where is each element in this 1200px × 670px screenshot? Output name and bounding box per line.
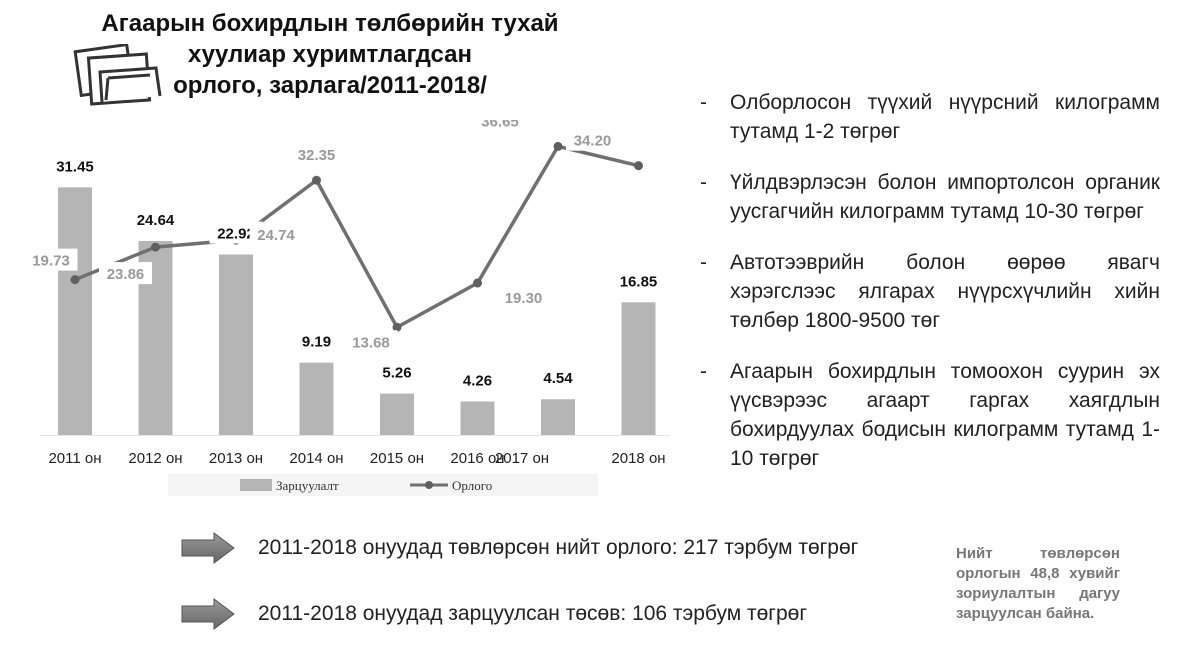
bullet-item: - Автотээврийн болон өөрөө явагч хэрэгслэ…: [700, 248, 1160, 335]
summary-spent-text: 2011-2018 онуудад зарцуулсан төсөв: 106 …: [258, 602, 807, 625]
bar-data-label: 5.26: [382, 365, 411, 382]
bullet-dash: -: [700, 360, 707, 383]
arrow-right-icon: [181, 532, 235, 564]
line-point: [392, 322, 402, 332]
bar: [460, 401, 495, 435]
legend-background: [168, 474, 598, 496]
bar-data-label: 31.45: [56, 158, 94, 175]
bar-data-label-box: [535, 366, 581, 389]
x-tick-label: 2015 он: [370, 450, 424, 467]
documents-icon: [73, 44, 162, 106]
line-point: [70, 275, 80, 285]
line-data-label-box: [473, 120, 527, 132]
legend-bar-swatch: [240, 479, 272, 491]
line-point: [473, 278, 482, 288]
summary-income-text: 2011-2018 онуудад төвлөрсөн нийт орлого:…: [258, 536, 859, 559]
chart: 31.45 24.64 22.92 9.19 5.26 4.26 4.54 16.85 19.7…: [24, 120, 670, 496]
bullet-dash: -: [700, 171, 707, 194]
bullet-item: - Агаарын бохирдлын томоохон суурин эх үү…: [700, 357, 1160, 473]
bar-data-label: 9.19: [302, 334, 331, 351]
line-data-label-box: [24, 248, 78, 271]
bar-data-label-box: [209, 221, 263, 244]
summary-income-row: 2011-2018 онуудад төвлөрсөн нийт орлого:…: [180, 528, 858, 568]
note-text: Нийт төвлөрсөн орлогын 48,8 хувийг зориу…: [956, 545, 1120, 622]
bar: [380, 393, 414, 435]
line-data-label: 34.20: [574, 133, 612, 150]
line-point: [634, 161, 643, 171]
summary-spent-row: 2011-2018 онуудад зарцуулсан төсөв: 106 …: [180, 594, 807, 634]
bar-data-label: 24.64: [137, 212, 175, 229]
x-tick-label: 2016 он: [450, 450, 504, 467]
legend-label: Орлого: [452, 478, 492, 493]
x-tick-label: 2018 он: [611, 450, 665, 467]
title-line: хуулиар хуримтлагдсан: [187, 41, 473, 68]
line-data-label: 19.73: [32, 253, 70, 270]
line-data-label-box: [249, 223, 303, 246]
line-data-label-box: [99, 262, 152, 285]
bullet-dash: -: [700, 251, 707, 274]
bar: [541, 399, 575, 435]
bullet-text: Олборлосон түүхий нүүрсний килограмм тут…: [730, 91, 1160, 143]
x-tick-label: 2017 он: [495, 450, 549, 467]
bar-data-label: 16.85: [620, 273, 658, 290]
line-data-label-box: [566, 128, 619, 151]
arrow-right-icon: [181, 598, 235, 630]
x-tick-label: 2011 он: [48, 450, 101, 467]
legend-line-marker: [425, 481, 433, 489]
x-tick-label: 2012 он: [128, 450, 182, 467]
line-data-label-box: [290, 143, 343, 166]
bar-data-label-box: [48, 154, 102, 177]
line-series: [74, 144, 639, 330]
bar: [621, 302, 656, 435]
x-axis-line: [40, 435, 670, 436]
bullet-item: - Үйлдвэрлэсэн болон импортолсон органик …: [700, 168, 1160, 226]
title-line: орлого, зарлага/2011-2018/: [173, 72, 487, 99]
x-tick-label: 2014 он: [289, 450, 343, 467]
bullet-text: Агаарын бохирдлын томоохон суурин эх үүс…: [730, 360, 1160, 470]
line-point: [312, 175, 321, 185]
line-data-label: 24.74: [257, 227, 295, 244]
line-data-label-box: [497, 286, 550, 309]
bar: [299, 362, 334, 435]
bar-data-label: 4.26: [463, 372, 492, 389]
bar-data-label-box: [455, 368, 500, 391]
line-data-label: 36.65: [481, 120, 519, 130]
bullet-list: - Олборлосон түүхий нүүрсний килограмм ту…: [700, 88, 1160, 495]
bar-data-label: 4.54: [543, 370, 573, 387]
line-data-label: 19.30: [505, 290, 543, 307]
bar-data-label-box: [612, 269, 665, 292]
bar-data-label-box: [294, 329, 339, 352]
x-tick-label: 2013 он: [209, 450, 263, 467]
line-point: [553, 141, 563, 151]
bar-data-label-box: [374, 360, 420, 383]
line-data-label: 13.68: [352, 334, 390, 351]
line-data-label: 32.35: [298, 147, 336, 164]
line-data-label-box: [344, 330, 398, 353]
bullet-text: Автотээврийн болон өөрөө явагч хэрэгслээ…: [730, 251, 1160, 332]
line-point: [151, 242, 160, 252]
bullet-item: - Олборлосон түүхий нүүрсний килограмм ту…: [700, 88, 1160, 146]
bar: [219, 254, 253, 435]
legend-label: Зарцуулалт: [276, 478, 339, 493]
chart-title: Агаарын бохирдлын төлбөрийн тухай хуулиа…: [95, 8, 565, 101]
bar-data-label: 22.92: [217, 226, 255, 243]
bar-data-label-box: [129, 207, 182, 230]
line-data-label: 23.86: [107, 266, 145, 283]
bullet-text: Үйлдвэрлэсэн болон импортолсон органик у…: [730, 171, 1160, 223]
bar: [58, 187, 92, 435]
bullet-dash: -: [700, 91, 707, 114]
title-line: Агаарын бохирдлын төлбөрийн тухай: [101, 10, 559, 37]
